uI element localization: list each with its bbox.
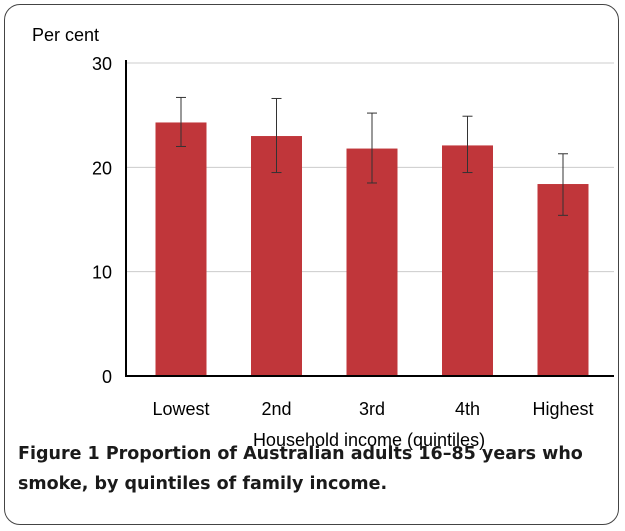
y-tick-label-20: 20 <box>92 158 112 178</box>
bar-3rd <box>346 148 398 376</box>
bar-2nd <box>251 136 302 376</box>
y-tick-label-30: 30 <box>92 54 112 74</box>
y-tick-label-0: 0 <box>102 367 112 387</box>
x-tick-label-3rd: 3rd <box>359 399 385 419</box>
y-axis-label: Per cent <box>32 25 99 45</box>
x-tick-labels: Lowest 2nd 3rd 4th Highest <box>152 399 593 419</box>
y-tick-label-10: 10 <box>92 263 112 283</box>
axes <box>125 60 614 377</box>
bar-4th <box>442 145 493 376</box>
figure-frame <box>4 4 619 525</box>
x-axis-label: Household income (quintiles) <box>253 430 485 450</box>
error-bars <box>176 96 568 216</box>
x-tick-label-2nd: 2nd <box>261 399 291 419</box>
bars <box>155 122 589 376</box>
bar-lowest <box>155 122 207 376</box>
figure-caption: Figure 1 Proportion of Australian adults… <box>18 439 608 499</box>
y-tick-labels: 0 10 20 30 <box>92 54 112 387</box>
x-tick-label-highest: Highest <box>532 399 593 419</box>
caption-label: Figure 1 <box>18 444 100 464</box>
bar-highest <box>537 184 589 376</box>
caption-text: Proportion of Australian adults 16–85 ye… <box>18 444 583 494</box>
x-tick-label-4th: 4th <box>455 399 480 419</box>
x-tick-label-lowest: Lowest <box>152 399 209 419</box>
